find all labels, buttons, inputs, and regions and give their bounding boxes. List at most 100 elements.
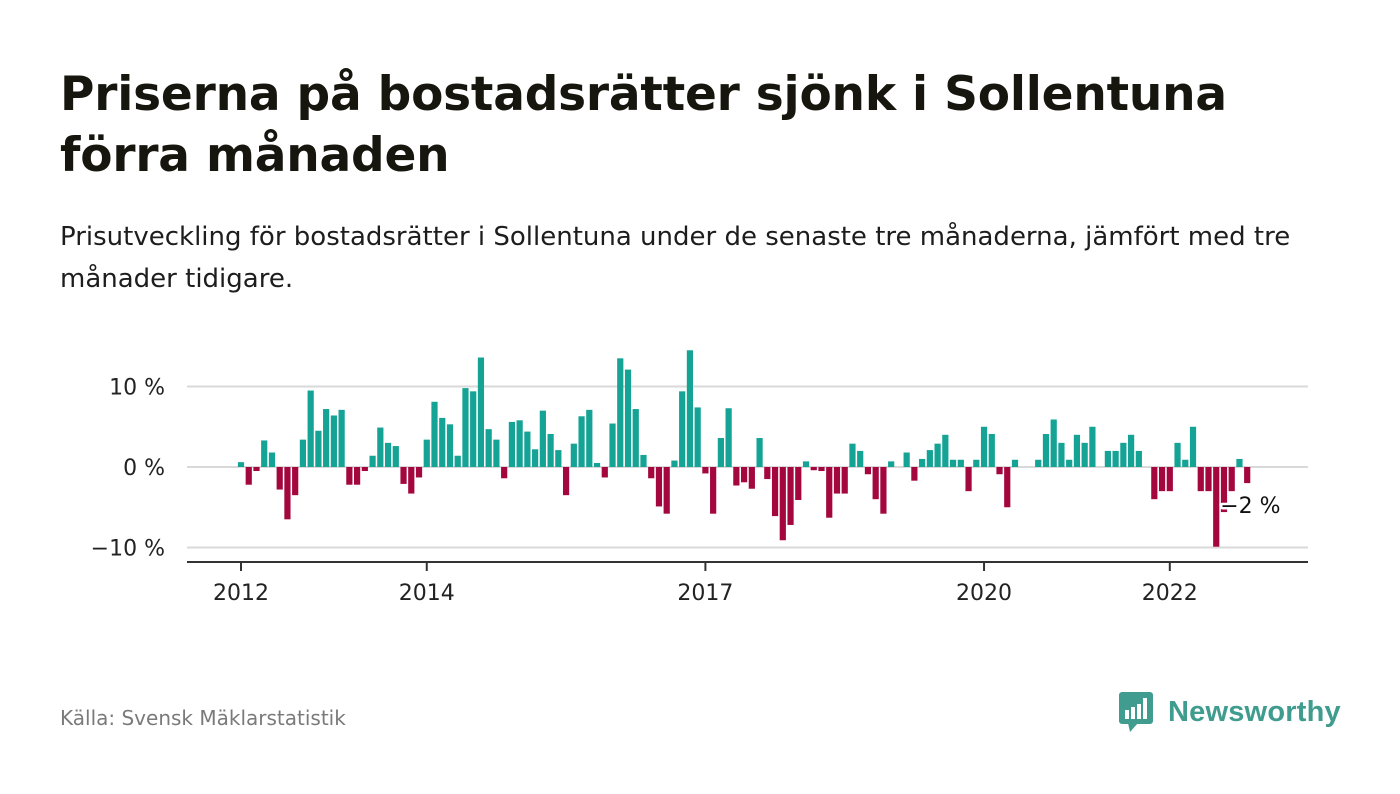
bar-positive (717, 438, 724, 467)
bar-positive (539, 410, 546, 467)
bar-positive (1128, 434, 1135, 467)
bar-positive (694, 407, 701, 467)
x-tick-label: 2012 (213, 581, 269, 606)
source-note: Källa: Svensk Mäklarstatistik (60, 706, 346, 730)
bar-positive (857, 450, 864, 467)
last-value-label: −2 % (1220, 494, 1280, 519)
bar-negative (1244, 467, 1251, 484)
bar-negative (346, 467, 353, 485)
bar-negative (292, 467, 299, 496)
bar-negative (702, 467, 709, 474)
bar-positive (377, 427, 384, 467)
bar-positive (617, 358, 624, 467)
bar-positive (1236, 458, 1243, 467)
bar-positive (988, 433, 995, 467)
brand-name: Newsworthy (1168, 695, 1341, 728)
bar-negative (748, 467, 755, 489)
bar-positive (593, 462, 601, 467)
bar-positive (624, 369, 632, 467)
bar-positive (725, 408, 732, 467)
bar-chart-speech-bubble-icon (1119, 692, 1153, 732)
bar-positive (1073, 434, 1081, 467)
bar-positive (446, 424, 454, 467)
bar-negative (1166, 467, 1173, 492)
bar-positive (1135, 450, 1142, 467)
labels: 10 % 0 % −10 % 2012 2014 2017 2020 2022 −2 % (91, 376, 1283, 607)
bar-positive (609, 423, 616, 467)
bar-positive (756, 438, 763, 467)
bar-positive (632, 409, 639, 467)
bar-negative (1228, 467, 1235, 492)
bar-negative (1197, 467, 1204, 492)
bars (237, 350, 1251, 547)
x-tick-label: 2022 (1142, 581, 1198, 606)
bar-positive (532, 449, 539, 467)
bar-negative (245, 467, 252, 485)
bar-positive (369, 455, 376, 467)
bar-negative (1151, 467, 1158, 500)
x-tick-label: 2014 (399, 581, 455, 606)
bar-positive (949, 459, 957, 467)
bar-positive (493, 439, 500, 467)
bar-positive (516, 420, 523, 467)
bar-positive (679, 391, 686, 467)
bar-positive (338, 409, 345, 467)
bar-positive (439, 417, 446, 467)
bar-negative (965, 467, 972, 492)
bar-negative (741, 467, 748, 483)
bar-negative (996, 467, 1003, 475)
bar-positive (1189, 426, 1197, 467)
bar-negative (1213, 467, 1220, 547)
y-tick-label: 10 % (109, 376, 165, 401)
bar-negative (833, 467, 841, 494)
bar-positive (485, 429, 492, 467)
bar-positive (586, 409, 593, 467)
bar-positive (888, 461, 895, 467)
bar-positive (1035, 459, 1042, 467)
bar-positive (1050, 419, 1057, 467)
bar-negative (361, 467, 368, 472)
newsworthy-logo[interactable]: Newsworthy (1118, 690, 1341, 734)
bar-negative (648, 467, 655, 479)
bar-positive (330, 415, 337, 467)
bar-negative (655, 467, 663, 507)
bar-positive (671, 460, 678, 467)
bar-negative (864, 467, 872, 475)
bar-negative (1004, 467, 1011, 508)
bar-negative (787, 467, 794, 525)
bar-negative (1220, 467, 1228, 513)
bar-positive (1011, 459, 1019, 467)
bar-positive (919, 458, 926, 467)
bar-positive (849, 443, 856, 467)
bar-positive (315, 430, 322, 467)
bar-positive (1058, 442, 1065, 467)
bar-positive (1174, 442, 1181, 467)
bar-positive (261, 440, 268, 467)
bar-positive (323, 409, 330, 467)
bar-positive (423, 439, 430, 467)
bar-negative (826, 467, 833, 518)
bar-negative (284, 467, 291, 520)
bar-negative (253, 467, 260, 472)
x-tick-label: 2020 (956, 581, 1012, 606)
chart-subtitle: Prisutveckling för bostadsrätter i Solle… (60, 222, 1291, 294)
bar-positive (942, 434, 949, 467)
bar-positive (268, 452, 276, 467)
bar-negative (601, 467, 608, 478)
bar-positive (578, 416, 585, 467)
bar-positive (903, 452, 910, 467)
bar-positive (1112, 450, 1119, 467)
bar-positive (640, 454, 647, 467)
bar-negative (1158, 467, 1166, 492)
bar-positive (384, 442, 392, 467)
bar-positive (1120, 442, 1127, 467)
bar-negative (795, 467, 802, 501)
chart-title: Priserna på bostadsrätter sjönk i Sollen… (60, 67, 1227, 183)
bar-negative (733, 467, 740, 486)
bar-positive (547, 433, 554, 467)
bar-negative (810, 467, 817, 471)
bar-negative (911, 467, 918, 481)
bar-positive (392, 446, 399, 467)
x-tick-label: 2017 (677, 581, 733, 606)
